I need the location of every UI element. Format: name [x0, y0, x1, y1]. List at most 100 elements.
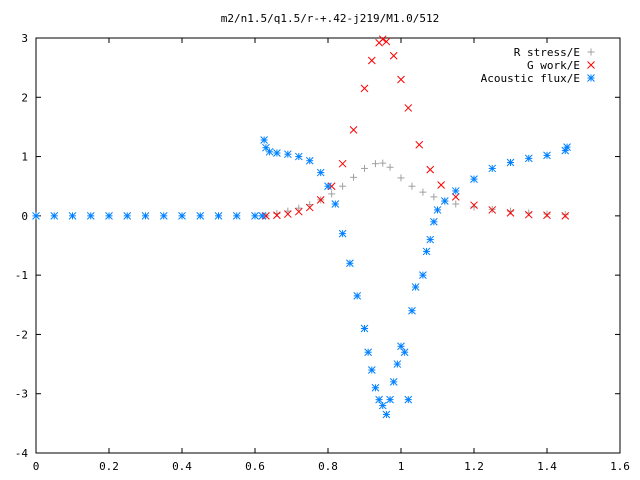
data-point: [524, 154, 533, 163]
y-tick-label: 3: [21, 32, 28, 45]
data-point: [350, 173, 358, 181]
data-point: [426, 235, 435, 244]
data-point: [415, 140, 424, 149]
series-acoustic-flux-e: [32, 136, 571, 419]
data-point: [437, 181, 446, 189]
x-tick-label: 0: [33, 460, 40, 473]
data-point: [429, 217, 438, 226]
x-tick-label: 1: [398, 460, 405, 473]
data-point: [346, 259, 354, 268]
data-point: [375, 395, 383, 404]
data-point: [408, 306, 416, 315]
data-point: [32, 212, 40, 220]
data-point: [404, 104, 413, 112]
data-point: [371, 383, 380, 392]
data-point: [440, 197, 449, 205]
data-point: [327, 182, 336, 191]
y-tick-label: 0: [21, 210, 28, 223]
data-point: [393, 360, 402, 368]
series-layer: [32, 35, 571, 419]
data-point: [389, 378, 398, 386]
data-point: [397, 342, 405, 351]
data-point: [295, 204, 303, 212]
data-point: [543, 210, 551, 218]
data-point: [422, 247, 431, 256]
data-point: [283, 150, 292, 159]
x-tick-label: 0.4: [172, 460, 192, 473]
data-point: [506, 158, 515, 167]
x-tick-label: 0.8: [318, 460, 338, 473]
data-point: [339, 182, 347, 190]
data-point: [367, 56, 376, 65]
data-point: [452, 200, 460, 208]
y-axis: 3 2 1 0 -1 -2 -3 -4: [15, 32, 620, 460]
data-point: [506, 209, 515, 217]
data-point: [451, 187, 460, 195]
data-point: [360, 84, 369, 93]
data-point: [265, 147, 274, 156]
data-point: [251, 212, 259, 220]
data-point: [328, 190, 336, 198]
data-point: [196, 212, 205, 220]
data-point: [451, 193, 460, 201]
data-point: [360, 324, 369, 333]
legend-marker: [587, 74, 595, 82]
plot-frame: [35, 37, 621, 454]
data-point: [433, 206, 442, 214]
chart-title: m2/n1.5/q1.5/r-+.42-j219/M1.0/512: [221, 12, 440, 25]
data-point: [178, 212, 186, 220]
y-tick-label: 2: [21, 91, 28, 104]
data-point: [367, 366, 376, 374]
data-point: [371, 160, 379, 168]
x-axis: 0 0.2 0.4 0.6 0.8 1 1.2 1.4 1.6: [33, 38, 630, 473]
data-point: [400, 348, 409, 357]
data-point: [563, 143, 571, 151]
data-point: [408, 182, 416, 190]
y-tick-label: -3: [15, 388, 28, 401]
x-tick-label: 1.6: [610, 460, 630, 473]
data-point: [426, 165, 435, 174]
data-point: [159, 212, 168, 220]
data-point: [389, 51, 398, 60]
y-tick-label: 1: [21, 151, 28, 164]
data-point: [524, 210, 533, 219]
data-point: [349, 126, 358, 134]
data-point: [364, 348, 373, 357]
data-point: [419, 188, 427, 196]
data-point: [338, 229, 347, 238]
data-point: [68, 212, 77, 220]
data-point: [316, 168, 325, 177]
x-tick-label: 1.4: [537, 460, 557, 473]
data-point: [316, 195, 325, 204]
data-point: [353, 292, 362, 300]
data-point: [294, 207, 303, 216]
data-point: [379, 159, 387, 167]
y-tick-label: -1: [15, 269, 28, 282]
data-point: [561, 212, 570, 220]
data-point: [488, 206, 497, 214]
data-point: [214, 212, 223, 220]
data-point: [273, 149, 281, 157]
data-point: [488, 164, 497, 173]
data-point: [378, 401, 387, 410]
data-point: [382, 410, 391, 419]
data-point: [470, 175, 478, 183]
data-point: [86, 212, 95, 220]
data-point: [397, 75, 405, 84]
data-point: [411, 283, 420, 291]
y-tick-label: -2: [15, 328, 28, 341]
data-point: [331, 200, 340, 208]
data-point: [324, 182, 332, 191]
data-point: [361, 164, 368, 172]
data-point: [105, 212, 113, 220]
data-point: [50, 212, 59, 220]
legend-label: R stress/E: [514, 46, 580, 59]
data-point: [543, 151, 551, 160]
data-point: [305, 203, 314, 212]
y-tick-label: -4: [15, 447, 29, 460]
data-point: [258, 212, 267, 220]
data-point: [386, 163, 394, 171]
legend-label: G work/E: [527, 59, 580, 72]
data-point: [430, 193, 438, 201]
